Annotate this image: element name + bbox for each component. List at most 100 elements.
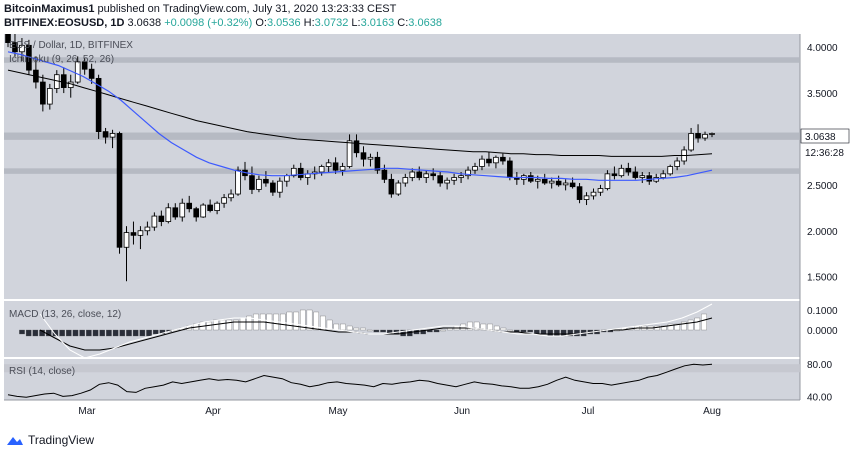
candle-body (541, 178, 548, 184)
candle-body (388, 178, 395, 195)
macd-histogram-bar (19, 329, 25, 335)
macd-histogram-bar (500, 327, 507, 331)
candle-body (235, 169, 241, 195)
macd-histogram-bar (540, 329, 547, 335)
candle-body (332, 162, 339, 171)
rsi-band (4, 364, 800, 373)
candle-body (19, 44, 25, 53)
macd-histogram-bar (380, 329, 386, 333)
candle-body (207, 204, 213, 211)
resistance-zone (4, 57, 800, 63)
tradingview-cloud-icon (7, 437, 23, 445)
candle-body (130, 232, 137, 236)
last-price: 3.0638 (127, 17, 162, 29)
price-tick-label: 3.5000 (807, 89, 838, 100)
price-tick-label: 4.0000 (807, 43, 838, 54)
macd-histogram-bar (132, 329, 139, 337)
macd-histogram-bar (534, 329, 540, 335)
macd-histogram-bar (79, 329, 85, 337)
macd-histogram-bar (473, 321, 480, 331)
candle-body (95, 77, 102, 133)
time-tick-label: Apr (205, 406, 221, 417)
macd-histogram-bar (574, 329, 580, 337)
candle-body (158, 215, 165, 222)
candlestick-series (5, 34, 715, 282)
candle-body (590, 191, 597, 197)
candle-body (423, 173, 430, 178)
candle-body (116, 133, 123, 248)
macd-histogram-bar (146, 329, 152, 337)
candle-body (144, 226, 151, 232)
candle-body (40, 81, 46, 105)
candle-body (646, 175, 653, 182)
macd-histogram-bar (346, 325, 353, 331)
published-text: published on TradingView.com, July 31, 2… (97, 3, 397, 15)
candle-body (639, 175, 646, 178)
candle-body (604, 173, 611, 189)
candle-body (353, 140, 360, 154)
resistance-zone (4, 168, 800, 174)
candle-body (325, 162, 332, 167)
candle-body (277, 180, 283, 193)
open-label: O: (255, 17, 267, 29)
price-pane[interactable] (4, 34, 800, 299)
candle-body (60, 74, 67, 88)
candle-body (500, 156, 506, 162)
macd-histogram-bar (520, 329, 527, 333)
candle-body (221, 197, 227, 204)
macd-histogram-bar (681, 321, 687, 331)
candle-body (688, 133, 694, 151)
last-price-badge-text: 3.0638 (805, 132, 836, 143)
macd-label: MACD (13, 26, close, 12) (9, 309, 121, 320)
candle-body (137, 230, 144, 236)
macd-histogram-bar (126, 329, 132, 337)
rsi-series (4, 363, 800, 398)
rsi-tick-label: 40.00 (807, 392, 832, 403)
candle-body (200, 204, 206, 218)
candle-body (702, 133, 708, 139)
tradingview-logo[interactable]: TradingView (6, 433, 94, 447)
candle-body (381, 169, 388, 180)
main-pane-label: EOS / Dollar, 1D, BITFINEX (9, 40, 133, 51)
candle-body (284, 175, 290, 182)
macd-histogram-bar (300, 309, 306, 331)
candle-body (318, 166, 325, 173)
macd-histogram-bar (493, 325, 500, 331)
macd-histogram-bar (306, 309, 313, 331)
candle-body (409, 171, 416, 178)
candle-body (507, 160, 513, 178)
candle-body (632, 171, 639, 178)
candle-body (486, 158, 492, 164)
macd-histogram-bar (340, 323, 346, 331)
candle-body (367, 156, 374, 160)
candle-body (374, 156, 381, 171)
macd-line (39, 303, 713, 359)
price-tick-label: 2.5000 (807, 181, 838, 192)
candle-body (674, 160, 680, 167)
macd-histogram-bar (226, 319, 233, 331)
candle-body (395, 182, 402, 195)
macd-histogram-bar (66, 329, 72, 337)
chart-canvas[interactable]: 1.50002.00002.50003.00003.50004.00000.00… (0, 34, 861, 430)
candle-body (458, 175, 464, 178)
price-tick-label: 2.0000 (807, 227, 838, 238)
macd-pane[interactable] (4, 301, 800, 357)
macd-histogram-bar (106, 329, 112, 337)
candle-body (193, 208, 199, 218)
author-name[interactable]: BitcoinMaximus1 (4, 3, 95, 15)
candle-body (270, 182, 276, 193)
candle-body (123, 232, 130, 248)
symbol-line: BITFINEX:EOSUSD, 1D 3.0638 +0.0098 (+0.3… (4, 17, 442, 29)
time-tick-label: May (329, 406, 348, 417)
candle-body (597, 188, 604, 193)
macd-series (19, 303, 713, 359)
candle-body (263, 178, 269, 184)
time-tick-label: Mar (78, 406, 96, 417)
high-value: 3.0732 (314, 17, 349, 29)
macd-histogram-bar (52, 329, 59, 337)
candle-body (569, 182, 576, 188)
macd-histogram-bar (99, 329, 105, 337)
macd-histogram-bar (159, 329, 166, 335)
candle-body (583, 195, 590, 200)
candle-body (437, 175, 443, 184)
